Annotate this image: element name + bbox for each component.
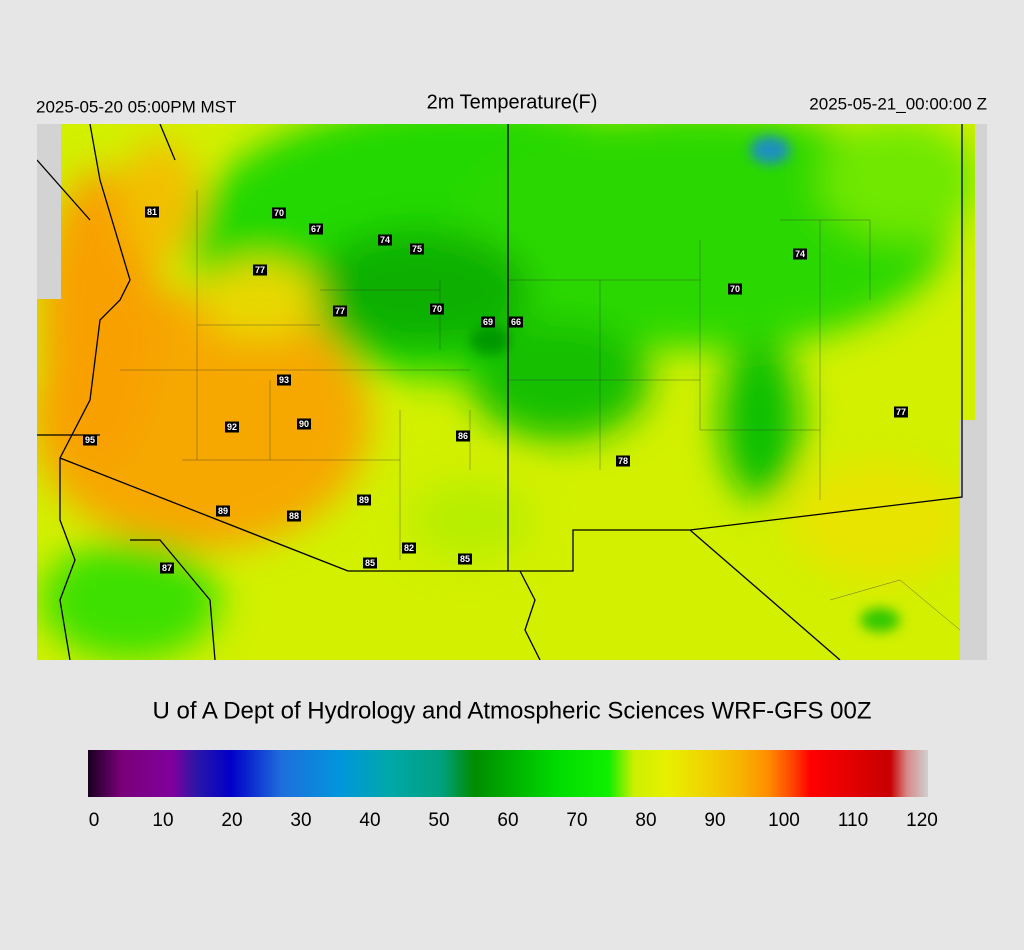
station-label: 85 [365,558,375,568]
station-label: 77 [335,306,345,316]
colorbar [88,750,928,797]
station-label-box [481,316,495,328]
station-label: 85 [460,554,470,564]
station-label-box [287,510,301,522]
station-label-box [509,316,523,328]
colorbar-tick-label: 100 [768,810,800,831]
valid-time-utc: 2025-05-21_00:00:00 Z [809,94,987,113]
station-label-box [456,430,470,442]
station-label-box [253,264,267,276]
station-label: 74 [795,249,805,259]
station-label-box [363,557,377,569]
colorbar-tick-label: 110 [838,810,868,831]
station-label-box [333,305,347,317]
station-label: 93 [279,375,289,385]
station-label: 74 [380,235,390,245]
colorbar-tick-label: 20 [221,810,242,831]
station-label: 66 [511,317,521,327]
station-label-box [309,223,323,235]
station-label-box [145,206,159,218]
station-label-box [225,421,239,433]
colorbar-tick-label: 90 [704,810,725,831]
station-label-box [402,542,416,554]
valid-time-local: 2025-05-20 05:00PM MST [36,97,236,116]
station-label-box [458,553,472,565]
colorbar-tick-label: 120 [906,810,938,831]
colorbar-tick-label: 30 [290,810,311,831]
station-label-box [160,562,174,574]
station-label: 86 [458,431,468,441]
station-label: 88 [289,511,299,521]
station-label: 77 [255,265,265,275]
colorbar-tick-label: 80 [635,810,656,831]
station-label-box [277,374,291,386]
station-label-box [272,207,286,219]
colorbar-tick-label: 60 [497,810,518,831]
station-label: 95 [85,435,95,445]
station-label: 77 [896,407,906,417]
station-label: 89 [359,495,369,505]
station-label-box [728,283,742,295]
station-label-box [410,243,424,255]
station-label: 67 [311,224,321,234]
station-label: 82 [404,543,414,553]
station-label: 87 [162,563,172,573]
station-label: 90 [299,419,309,429]
temperature-map: 81 70 67 74 75 77 77 70 69 66 74 70 93 92 90 86 95 78 77 89… [37,124,987,660]
station-label-box [357,494,371,506]
colorbar-tick-label: 70 [566,810,587,831]
station-label-box [793,248,807,260]
station-label-box [216,505,230,517]
station-label: 70 [274,208,284,218]
station-label-box [894,406,908,418]
station-label: 69 [483,317,493,327]
station-label-box [378,234,392,246]
colorbar-tick-label: 40 [359,810,380,831]
station-label: 92 [227,422,237,432]
station-label-box [297,418,311,430]
map-title: 2m Temperature(F) [427,91,598,113]
station-label: 78 [618,456,628,466]
station-label-box [616,455,630,467]
colorbar-tick-label: 50 [428,810,449,831]
colorbar-tick-label: 0 [89,810,100,831]
footer-credit: U of A Dept of Hydrology and Atmospheric… [153,697,872,724]
colorbar-tick-label: 10 [152,810,173,831]
station-label: 89 [218,506,228,516]
station-label: 75 [412,244,422,254]
station-label: 81 [147,207,157,217]
station-label: 70 [432,304,442,314]
station-label-box [83,434,97,446]
station-label: 70 [730,284,740,294]
station-label-box [430,303,444,315]
